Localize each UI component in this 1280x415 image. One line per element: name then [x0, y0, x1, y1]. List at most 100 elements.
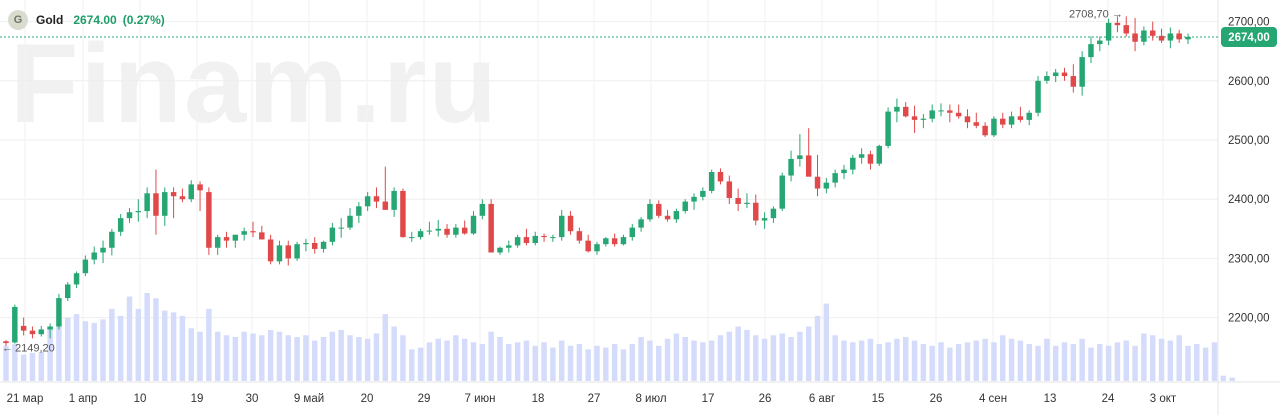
- candle-body: [29, 330, 36, 335]
- candle-body: [506, 245, 512, 248]
- candle-body: [488, 203, 494, 253]
- volume-bar: [541, 342, 547, 381]
- volume-bar: [197, 331, 203, 381]
- candle-body: [973, 122, 980, 126]
- candle-body: [700, 190, 706, 197]
- candle-body: [523, 237, 530, 244]
- volume-bar: [673, 333, 680, 381]
- volume-bar: [214, 331, 221, 381]
- candle-body: [735, 198, 741, 204]
- candle-body: [38, 329, 45, 335]
- volume-bar: [1176, 335, 1182, 381]
- candle-body: [259, 232, 265, 240]
- candle-body: [920, 118, 927, 120]
- candle-body: [126, 212, 133, 219]
- price-change: (0.27%): [122, 13, 165, 27]
- x-axis-tick-label: 30: [246, 393, 259, 405]
- volume-bar: [144, 293, 150, 381]
- current-price-tag-label: 2674,00: [1228, 32, 1270, 44]
- candle-body: [744, 202, 750, 204]
- candle-body: [109, 231, 115, 248]
- candle-body: [470, 215, 477, 234]
- volume-bar: [206, 308, 212, 381]
- volume-bar: [488, 331, 494, 381]
- candle-body: [117, 218, 124, 232]
- candle-body: [788, 158, 794, 176]
- candle-body: [426, 230, 433, 232]
- candle-body: [47, 326, 53, 330]
- volume-bar: [1079, 338, 1085, 381]
- x-axis-tick-label: 9 май: [294, 393, 324, 405]
- volume-bar: [779, 333, 785, 381]
- volume-bar: [1000, 335, 1006, 381]
- volume-bar: [867, 338, 874, 381]
- x-axis-tick-label: 10: [134, 393, 147, 405]
- candle-body: [1149, 30, 1156, 36]
- candle-body: [1114, 22, 1121, 26]
- volume-bar: [708, 340, 715, 381]
- x-axis-tick-label: 8 июл: [635, 393, 666, 405]
- volume-bar: [1132, 345, 1138, 381]
- candle-body: [576, 231, 583, 241]
- candle-body: [832, 173, 838, 183]
- volume-bar: [894, 338, 900, 381]
- volume-bar: [400, 335, 406, 381]
- candle-body: [691, 196, 697, 202]
- volume-bar: [532, 345, 538, 381]
- volume-bar: [329, 331, 336, 381]
- candle-body: [214, 237, 221, 248]
- volume-bar: [682, 337, 688, 381]
- candle-body: [585, 240, 591, 252]
- volume-bar: [1052, 345, 1059, 381]
- candle-body: [153, 193, 159, 216]
- candle-body: [1044, 76, 1050, 81]
- volume-bar: [1026, 344, 1032, 381]
- candle-body: [347, 215, 353, 228]
- candle-body: [417, 231, 424, 238]
- volume-bar: [135, 308, 142, 381]
- x-axis-tick-label: 21 мар: [7, 393, 44, 405]
- candle-body: [100, 247, 106, 253]
- candle-body: [1026, 112, 1032, 120]
- candle-body: [638, 219, 644, 228]
- candle-body: [1008, 116, 1015, 125]
- candle-body: [876, 145, 883, 164]
- volume-bar: [497, 337, 503, 381]
- volume-bar: [558, 340, 565, 381]
- candle-body: [991, 118, 997, 136]
- candle-body: [567, 215, 574, 232]
- candle-body: [197, 184, 203, 191]
- volume-bar: [311, 340, 318, 381]
- volume-bar: [82, 321, 89, 381]
- volume-bar: [576, 344, 583, 381]
- volume-bar: [364, 338, 371, 381]
- volume-bar: [1202, 347, 1209, 381]
- candle-body: [391, 190, 397, 210]
- candle-body: [629, 227, 636, 238]
- volume-bar: [955, 344, 962, 381]
- y-axis-tick-label: 2600,00: [1228, 76, 1270, 88]
- volume-bar: [1017, 340, 1024, 381]
- candle-body: [409, 237, 415, 239]
- instrument-symbol[interactable]: Gold: [36, 13, 64, 27]
- candle-body: [902, 106, 909, 117]
- volume-bar: [594, 345, 600, 381]
- x-axis-tick-label: 18: [532, 393, 545, 405]
- volume-bar: [523, 340, 530, 381]
- candle-body: [382, 201, 389, 210]
- volume-bar: [426, 342, 433, 381]
- volume-bar: [1158, 338, 1165, 381]
- volume-bar: [126, 296, 133, 381]
- y-axis-tick-label: 2700,00: [1228, 17, 1270, 29]
- current-price-tag: [1221, 27, 1277, 47]
- volume-bar: [841, 340, 847, 381]
- volume-bar: [567, 345, 574, 381]
- volume-bar: [153, 298, 159, 381]
- volume-bar: [603, 347, 609, 381]
- candle-body: [594, 244, 600, 252]
- candle-body: [797, 155, 803, 159]
- volume-bar: [461, 338, 468, 381]
- candle-body: [955, 112, 962, 117]
